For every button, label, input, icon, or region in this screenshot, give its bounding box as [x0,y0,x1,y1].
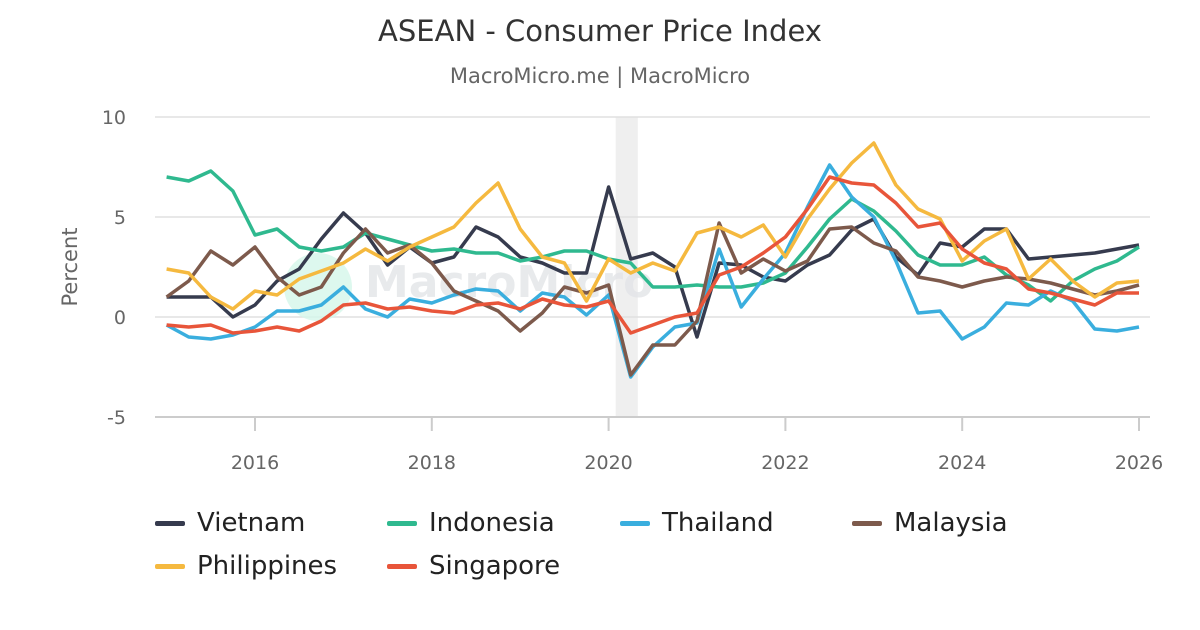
x-tick-label: 2026 [1115,452,1163,474]
y-tick-label: 10 [102,107,126,129]
x-tick-label: 2016 [231,452,279,474]
series-line-vietnam [166,185,1140,339]
series-line-malaysia [165,221,1140,377]
legend-swatch [620,520,650,526]
legend-item-thailand[interactable]: Thailand [620,508,774,538]
legend-swatch [387,520,417,526]
x-tick-label: 2024 [938,452,986,474]
x-tick-label: 2018 [408,452,456,474]
series-line-philippines [166,141,1140,311]
legend-item-singapore[interactable]: Singapore [387,551,560,581]
legend-label: Philippines [197,551,338,581]
legend-item-vietnam[interactable]: Vietnam [155,508,305,538]
series-line-singapore [166,175,1139,335]
legend-item-indonesia[interactable]: Indonesia [387,508,555,538]
y-axis-label: Percent [58,227,82,306]
legend-label: Malaysia [894,508,1008,538]
legend-item-malaysia[interactable]: Malaysia [852,508,1008,538]
y-tick-label: 5 [114,207,126,229]
y-tick-label: 0 [114,307,126,329]
legend-label: Vietnam [197,508,306,538]
x-tick-label: 2020 [584,452,632,474]
legend-swatch [155,520,185,526]
chart-title: ASEAN - Consumer Price Index [378,14,822,48]
legend-swatch [852,520,882,526]
legend-swatch [155,563,185,569]
legend-label: Indonesia [429,508,555,538]
chart-subtitle: MacroMicro.me | MacroMicro [449,64,751,88]
legend-label: Thailand [662,508,774,538]
legend-swatch [387,563,417,569]
x-tick-label: 2022 [761,452,809,474]
legend-item-philippines[interactable]: Philippines [155,551,337,581]
legend-label: Singapore [429,551,561,581]
y-tick-label: -5 [107,407,126,429]
